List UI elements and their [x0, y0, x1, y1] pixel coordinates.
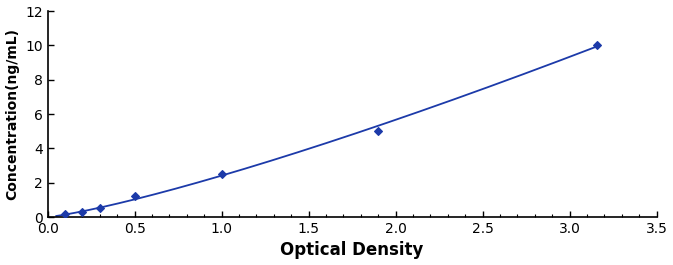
X-axis label: Optical Density: Optical Density: [281, 241, 424, 259]
Y-axis label: Concentration(ng/mL): Concentration(ng/mL): [5, 28, 20, 200]
